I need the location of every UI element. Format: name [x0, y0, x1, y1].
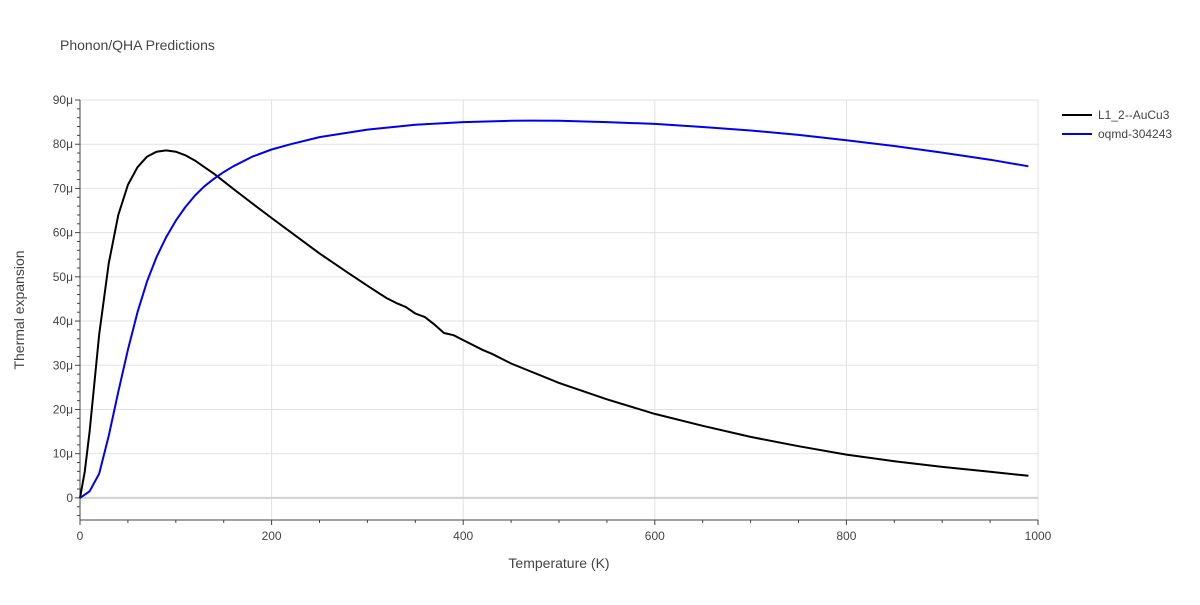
x-tick-label: 200 — [262, 529, 282, 543]
legend-item[interactable]: oqmd-304243 — [1062, 127, 1172, 141]
legend-item[interactable]: L1_2--AuCu3 — [1062, 108, 1170, 122]
y-tick-label: 20μ — [53, 402, 73, 416]
y-gridlines — [80, 99, 1038, 499]
legend-label: oqmd-304243 — [1098, 127, 1172, 141]
x-gridlines — [271, 100, 1039, 520]
x-axis-title: Temperature (K) — [508, 555, 609, 571]
y-tick-label: 60μ — [53, 226, 73, 240]
y-tick-label: 40μ — [53, 314, 73, 328]
x-tick-label: 600 — [645, 529, 665, 543]
x-tick-label: 0 — [77, 529, 84, 543]
series-line-2[interactable] — [79, 119, 1029, 499]
y-tick-label: 90μ — [53, 93, 73, 107]
chart-title: Phonon/QHA Predictions — [60, 37, 215, 53]
x-tick-label: 1000 — [1025, 529, 1052, 543]
y-axis: 0 10μ 20μ 30μ 40μ 50μ 60μ 70μ 80μ 90μ — [53, 93, 81, 520]
y-tick-label: 50μ — [53, 270, 73, 284]
y-tick-label: 80μ — [53, 137, 73, 151]
x-axis: 0 200 400 600 800 1000 — [77, 519, 1052, 543]
y-tick-label: 0 — [66, 491, 73, 505]
y-tick-label: 10μ — [53, 447, 73, 461]
series-line-1[interactable] — [79, 149, 1029, 499]
y-tick-label: 30μ — [53, 358, 73, 372]
plot-area[interactable] — [79, 119, 1029, 499]
legend: L1_2--AuCu3 oqmd-304243 — [1062, 108, 1172, 141]
legend-label: L1_2--AuCu3 — [1098, 108, 1170, 122]
x-tick-label: 800 — [836, 529, 856, 543]
x-tick-label: 400 — [453, 529, 473, 543]
y-axis-title: Thermal expansion — [11, 250, 27, 369]
y-tick-label: 70μ — [53, 181, 73, 195]
